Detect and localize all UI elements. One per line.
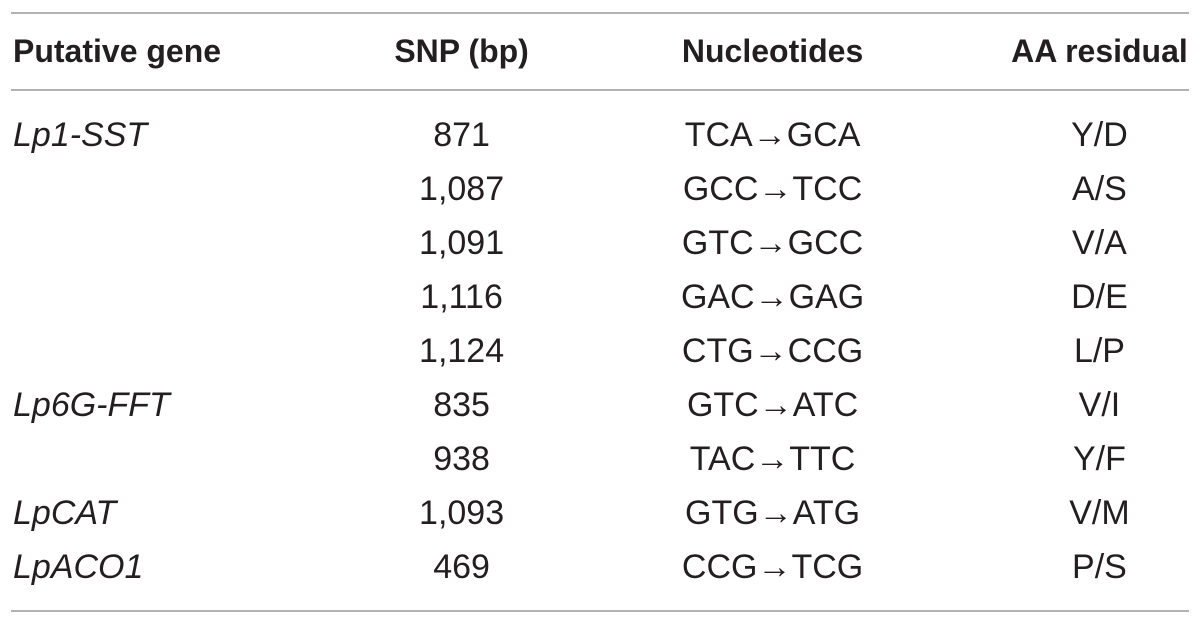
snp-cell: 835 (433, 385, 490, 424)
table-row: 1,116 GAC→GAG D/E (11, 270, 1189, 324)
gene-cell: LpACO1 (13, 547, 144, 586)
snp-table-figure: Putative gene SNP (bp) Nucleotides AA re… (0, 12, 1200, 612)
table-row: Lp6G-FFT 835 GTC→ATC V/I (11, 378, 1189, 432)
aa-residual-cell: Y/D (1071, 115, 1128, 154)
table-row: 1,087 GCC→TCC A/S (11, 162, 1189, 216)
column-header-aa-residual: AA residual (1011, 33, 1188, 69)
snp-cell: 1,093 (419, 493, 505, 532)
aa-residual-cell: D/E (1071, 277, 1128, 316)
snp-cell: 1,116 (420, 277, 503, 316)
table-body: Lp1-SST 871 TCA→GCA Y/D 1,087 GCC→TCC A/… (11, 90, 1189, 611)
table-row: LpCAT 1,093 GTG→ATG V/M (11, 486, 1189, 540)
snp-cell: 1,124 (419, 331, 505, 370)
aa-residual-cell: V/A (1072, 223, 1127, 262)
table-row: 1,124 CTG→CCG L/P (11, 324, 1189, 378)
aa-residual-cell: Y/F (1073, 439, 1126, 478)
aa-residual-cell: A/S (1072, 169, 1127, 208)
nucleotides-cell: CTG→CCG (681, 331, 864, 370)
gene-cell: Lp1-SST (13, 115, 148, 154)
gene-cell (11, 162, 388, 216)
table-row: LpACO1 469 CCG→TCG P/S (11, 540, 1189, 611)
nucleotides-cell: GTC→ATC (686, 385, 859, 424)
nucleotides-cell: GTC→GCC (681, 223, 864, 262)
snp-cell: 469 (433, 547, 490, 586)
gene-cell (11, 324, 388, 378)
column-header-nucleotides: Nucleotides (681, 33, 864, 69)
table-header: Putative gene SNP (bp) Nucleotides AA re… (11, 13, 1189, 90)
aa-residual-cell: P/S (1072, 547, 1127, 586)
table-row: 1,091 GTC→GCC V/A (11, 216, 1189, 270)
aa-residual-cell: V/I (1078, 385, 1121, 424)
nucleotides-cell: CCG→TCG (681, 547, 864, 586)
snp-cell: 871 (433, 115, 490, 154)
gene-cell: Lp6G-FFT (13, 385, 170, 424)
column-header-putative-gene: Putative gene (13, 33, 222, 69)
gene-cell (11, 432, 388, 486)
snp-cell: 938 (433, 439, 490, 478)
nucleotides-cell: TCA→GCA (684, 115, 861, 154)
header-row: Putative gene SNP (bp) Nucleotides AA re… (11, 13, 1189, 90)
table-row: 938 TAC→TTC Y/F (11, 432, 1189, 486)
nucleotides-cell: GCC→TCC (682, 169, 863, 208)
aa-residual-cell: V/M (1069, 493, 1130, 532)
column-header-snp-bp: SNP (bp) (394, 33, 529, 69)
gene-cell: LpCAT (13, 493, 117, 532)
snp-cell: 1,091 (419, 223, 505, 262)
snp-cell: 1,087 (419, 169, 505, 208)
table-row: Lp1-SST 871 TCA→GCA Y/D (11, 90, 1189, 162)
gene-cell (11, 216, 388, 270)
aa-residual-cell: L/P (1073, 331, 1125, 370)
gene-cell (11, 270, 388, 324)
nucleotides-cell: TAC→TTC (689, 439, 856, 478)
nucleotides-cell: GAC→GAG (680, 277, 865, 316)
nucleotides-cell: GTG→ATG (685, 493, 861, 532)
snp-table: Putative gene SNP (bp) Nucleotides AA re… (11, 12, 1189, 612)
